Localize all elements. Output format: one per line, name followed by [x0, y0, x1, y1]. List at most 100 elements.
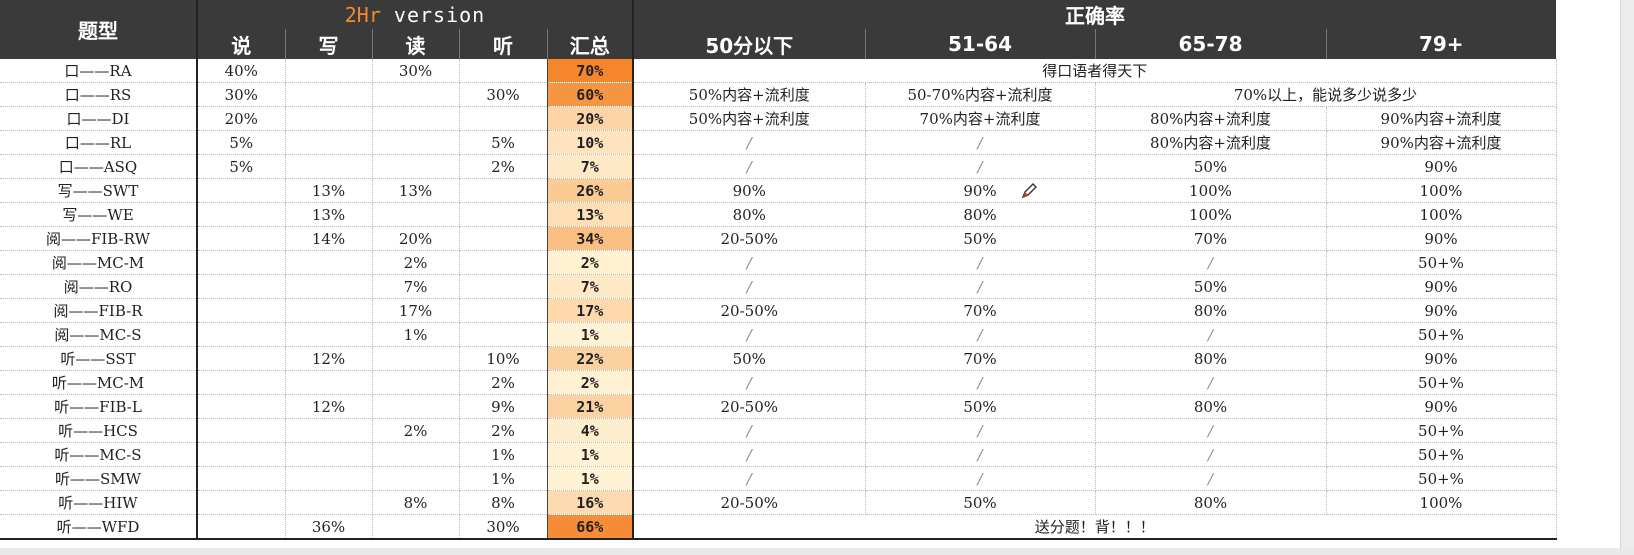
speak-cell[interactable]: [197, 370, 286, 395]
accuracy-cell[interactable]: /: [865, 418, 1096, 443]
speak-cell[interactable]: [197, 274, 286, 299]
write-cell[interactable]: 13%: [285, 202, 373, 227]
accuracy-cell[interactable]: 80%: [1095, 490, 1327, 515]
listen-cell[interactable]: 9%: [459, 394, 548, 419]
accuracy-cell[interactable]: /: [865, 442, 1096, 467]
accuracy-cell[interactable]: 90%: [1326, 154, 1557, 179]
listen-cell[interactable]: 5%: [459, 130, 548, 155]
read-cell[interactable]: [372, 130, 460, 155]
write-cell[interactable]: [285, 370, 373, 395]
write-cell[interactable]: 36%: [285, 514, 373, 540]
accuracy-cell[interactable]: 70%: [865, 346, 1096, 371]
write-cell[interactable]: [285, 59, 373, 83]
write-cell[interactable]: 12%: [285, 346, 373, 371]
accuracy-cell[interactable]: /: [633, 154, 866, 179]
question-type-cell[interactable]: 口——RA: [0, 59, 198, 83]
read-cell[interactable]: 20%: [372, 226, 460, 251]
question-type-cell[interactable]: 听——SMW: [0, 466, 198, 491]
question-type-cell[interactable]: 口——RL: [0, 130, 198, 155]
speak-cell[interactable]: [197, 346, 286, 371]
read-cell[interactable]: [372, 466, 460, 491]
accuracy-cell[interactable]: 80%: [1095, 394, 1327, 419]
listen-cell[interactable]: [459, 59, 548, 83]
listen-cell[interactable]: [459, 106, 548, 131]
total-cell[interactable]: 2%: [546, 370, 634, 395]
write-cell[interactable]: [285, 322, 373, 347]
speak-cell[interactable]: 20%: [197, 106, 286, 131]
accuracy-cell[interactable]: /: [865, 322, 1096, 347]
accuracy-cell[interactable]: 80%: [633, 202, 866, 227]
accuracy-cell[interactable]: /: [633, 130, 866, 155]
speak-cell[interactable]: 5%: [197, 130, 286, 155]
read-cell[interactable]: 2%: [372, 250, 460, 275]
accuracy-cell[interactable]: 20-50%: [633, 490, 866, 515]
listen-cell[interactable]: 10%: [459, 346, 548, 371]
speak-cell[interactable]: [197, 514, 286, 540]
total-cell[interactable]: 13%: [546, 202, 634, 227]
accuracy-cell[interactable]: /: [865, 250, 1096, 275]
accuracy-cell[interactable]: /: [865, 130, 1096, 155]
accuracy-cell[interactable]: 50+%: [1326, 322, 1557, 347]
listen-cell[interactable]: [459, 226, 548, 251]
speak-cell[interactable]: [197, 442, 286, 467]
total-cell[interactable]: 66%: [546, 514, 634, 540]
accuracy-cell[interactable]: /: [1095, 322, 1327, 347]
accuracy-cell[interactable]: 80%: [1095, 346, 1327, 371]
accuracy-cell[interactable]: 80%: [865, 202, 1096, 227]
write-cell[interactable]: [285, 106, 373, 131]
listen-cell[interactable]: 30%: [459, 82, 548, 107]
speak-cell[interactable]: [197, 202, 286, 227]
question-type-cell[interactable]: 写——SWT: [0, 178, 198, 203]
read-cell[interactable]: 8%: [372, 490, 460, 515]
listen-cell[interactable]: 1%: [459, 466, 548, 491]
accuracy-cell[interactable]: 90%: [1326, 226, 1557, 251]
listen-cell[interactable]: 2%: [459, 418, 548, 443]
total-cell[interactable]: 20%: [546, 106, 634, 131]
write-cell[interactable]: [285, 82, 373, 107]
vertical-scroll-strip[interactable]: [1620, 0, 1634, 548]
accuracy-cell[interactable]: 100%: [1326, 490, 1557, 515]
question-type-cell[interactable]: 阅——MC-S: [0, 322, 198, 347]
question-type-cell[interactable]: 听——SST: [0, 346, 198, 371]
accuracy-cell[interactable]: 50-70%内容+流利度: [865, 82, 1096, 107]
read-cell[interactable]: 7%: [372, 274, 460, 299]
total-cell[interactable]: 7%: [546, 274, 634, 299]
accuracy-cell[interactable]: 90%内容+流利度: [1326, 130, 1557, 155]
accuracy-cell[interactable]: 90%内容+流利度: [1326, 106, 1557, 131]
listen-cell[interactable]: [459, 178, 548, 203]
accuracy-cell[interactable]: 50%: [633, 346, 866, 371]
accuracy-cell[interactable]: 70%以上，能说多少说多少: [1095, 82, 1557, 107]
speak-cell[interactable]: [197, 298, 286, 323]
listen-cell[interactable]: 2%: [459, 370, 548, 395]
accuracy-cell[interactable]: 90%: [1326, 394, 1557, 419]
accuracy-cell[interactable]: 50%: [1095, 154, 1327, 179]
accuracy-cell[interactable]: 90%: [1326, 346, 1557, 371]
accuracy-cell[interactable]: 70%: [1095, 226, 1327, 251]
speak-cell[interactable]: [197, 250, 286, 275]
accuracy-cell[interactable]: 20-50%: [633, 394, 866, 419]
listen-cell[interactable]: 8%: [459, 490, 548, 515]
question-type-cell[interactable]: 听——MC-M: [0, 370, 198, 395]
write-cell[interactable]: 13%: [285, 178, 373, 203]
accuracy-cell[interactable]: 50%: [865, 394, 1096, 419]
accuracy-cell[interactable]: /: [865, 370, 1096, 395]
speak-cell[interactable]: [197, 322, 286, 347]
total-cell[interactable]: 1%: [546, 322, 634, 347]
total-cell[interactable]: 70%: [546, 59, 634, 83]
accuracy-cell[interactable]: 50%内容+流利度: [633, 106, 866, 131]
accuracy-cell[interactable]: 得口语者得天下: [633, 59, 1557, 83]
read-cell[interactable]: [372, 394, 460, 419]
speak-cell[interactable]: 30%: [197, 82, 286, 107]
speak-cell[interactable]: [197, 466, 286, 491]
read-cell[interactable]: [372, 106, 460, 131]
read-cell[interactable]: [372, 346, 460, 371]
total-cell[interactable]: 1%: [546, 442, 634, 467]
accuracy-cell[interactable]: /: [1095, 250, 1327, 275]
accuracy-cell[interactable]: 90%: [633, 178, 866, 203]
write-cell[interactable]: [285, 490, 373, 515]
speak-cell[interactable]: [197, 394, 286, 419]
total-cell[interactable]: 21%: [546, 394, 634, 419]
write-cell[interactable]: [285, 298, 373, 323]
speak-cell[interactable]: [197, 226, 286, 251]
horizontal-scroll-strip[interactable]: [0, 548, 1634, 555]
